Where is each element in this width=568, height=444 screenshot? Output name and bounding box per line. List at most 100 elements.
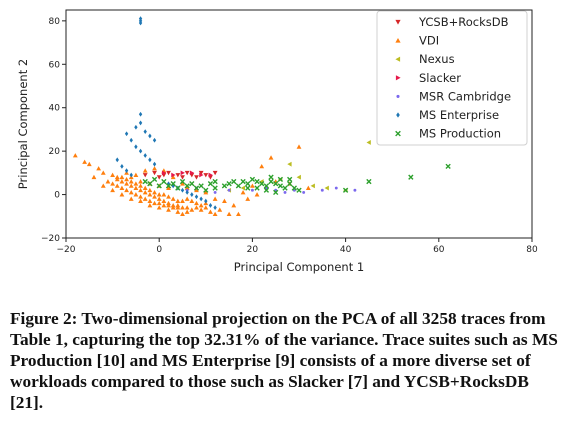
point-vdi	[161, 198, 167, 204]
point-vdi	[166, 203, 171, 208]
point-ms-enterprise	[148, 157, 152, 163]
point-ms-production	[287, 176, 293, 183]
point-vdi	[222, 198, 227, 204]
legend-marker-ms-production	[395, 130, 401, 137]
point-ms-enterprise	[124, 168, 129, 174]
point-ms-production	[277, 183, 284, 189]
point-ms-production	[296, 187, 302, 193]
point-slacker	[161, 170, 167, 176]
point-nexus	[240, 185, 245, 191]
point-slacker	[180, 170, 185, 176]
point-vdi	[180, 211, 185, 217]
point-vdi	[161, 192, 167, 197]
point-ms-production	[268, 174, 274, 180]
point-vdi	[128, 196, 134, 201]
point-ms-production	[189, 181, 195, 187]
point-vdi	[175, 209, 181, 214]
point-ycsb-rocksdb	[175, 173, 181, 178]
point-ms-production	[287, 181, 293, 187]
point-vdi	[250, 183, 255, 188]
point-ms-production	[408, 174, 414, 180]
point-vdi	[86, 161, 92, 167]
point-msr-cambridge	[250, 188, 254, 192]
point-ms-production	[161, 178, 167, 185]
point-vdi	[170, 174, 176, 180]
point-ms-production	[203, 187, 209, 193]
point-vdi	[231, 203, 237, 208]
point-vdi	[217, 207, 223, 212]
point-vdi	[82, 159, 88, 164]
point-ms-enterprise	[199, 196, 203, 202]
point-vdi	[100, 170, 106, 175]
data-points	[72, 16, 451, 217]
point-nexus	[324, 185, 329, 191]
point-slacker	[171, 172, 176, 178]
point-vdi	[119, 185, 125, 190]
y-axis-label: Principal Component 2	[16, 59, 30, 189]
point-ms-production	[151, 176, 158, 183]
point-vdi	[114, 174, 120, 180]
point-vdi	[198, 207, 204, 212]
point-vdi	[184, 209, 190, 214]
point-ms-production	[268, 178, 274, 185]
legend-marker-ycsb-rocksdb	[395, 19, 401, 25]
point-vdi	[114, 176, 120, 182]
point-slacker	[199, 172, 204, 178]
point-vdi	[138, 183, 143, 188]
point-vdi	[184, 196, 190, 201]
point-ms-enterprise	[185, 190, 189, 195]
point-vdi	[147, 192, 153, 197]
point-vdi	[156, 196, 162, 201]
point-vdi	[110, 187, 115, 193]
legend-marker-ms-enterprise	[396, 112, 400, 118]
point-slacker	[208, 172, 213, 178]
point-vdi	[203, 205, 209, 210]
point-vdi	[198, 203, 204, 208]
point-vdi	[236, 211, 241, 217]
point-ms-enterprise	[138, 111, 143, 117]
x-tick-label: 80	[526, 245, 538, 255]
y-tick-label: 80	[49, 17, 61, 27]
point-msr-cambridge	[334, 186, 338, 190]
point-msr-cambridge	[283, 190, 287, 194]
point-ms-enterprise	[124, 131, 129, 137]
point-ms-enterprise	[204, 198, 208, 204]
x-tick-label: 60	[433, 245, 445, 255]
point-ms-production	[231, 178, 237, 185]
point-ycsb-rocksdb	[194, 175, 199, 180]
point-vdi	[138, 198, 143, 204]
point-ycsb-rocksdb	[166, 170, 171, 176]
point-vdi	[110, 181, 115, 186]
point-ms-production	[259, 181, 265, 187]
point-ms-enterprise	[152, 137, 157, 143]
point-ms-production	[175, 185, 181, 191]
point-ms-enterprise	[166, 181, 171, 187]
point-ms-production	[165, 183, 172, 189]
point-msr-cambridge	[213, 190, 217, 194]
point-vdi	[226, 211, 232, 217]
point-nexus	[296, 174, 301, 180]
point-nexus	[310, 183, 315, 189]
point-vdi	[268, 155, 274, 160]
point-vdi	[184, 185, 190, 190]
point-ms-enterprise	[129, 172, 133, 178]
x-tick-label: 40	[340, 245, 352, 255]
point-vdi	[119, 174, 125, 180]
point-ms-production	[147, 181, 153, 187]
point-ycsb-rocksdb	[198, 170, 204, 176]
x-tick-label: 0	[156, 245, 162, 255]
point-vdi	[138, 194, 143, 199]
legend-marker-nexus	[395, 56, 401, 62]
point-vdi	[128, 190, 134, 195]
point-ms-production	[221, 183, 228, 189]
point-vdi	[124, 187, 129, 193]
point-vdi	[189, 207, 195, 212]
point-ms-production	[273, 189, 279, 196]
point-vdi	[166, 185, 171, 190]
point-vdi	[119, 179, 125, 184]
point-vdi	[166, 194, 171, 199]
legend: YCSB+RocksDB VDI Nexus Slacker MSR Cambridge…	[376, 10, 528, 146]
point-vdi	[142, 190, 148, 195]
point-ms-production	[170, 181, 176, 187]
point-vdi	[133, 181, 139, 186]
